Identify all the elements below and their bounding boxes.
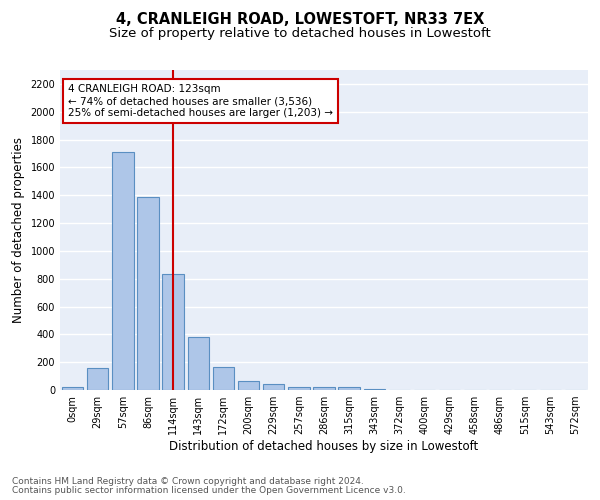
Bar [338, 386, 360, 390]
X-axis label: Distribution of detached houses by size in Lowestoft: Distribution of detached houses by size … [169, 440, 479, 453]
Text: 4, CRANLEIGH ROAD, LOWESTOFT, NR33 7EX: 4, CRANLEIGH ROAD, LOWESTOFT, NR33 7EX [116, 12, 484, 28]
Bar [313, 386, 335, 390]
Bar [188, 337, 209, 390]
Bar [364, 388, 385, 390]
Y-axis label: Number of detached properties: Number of detached properties [12, 137, 25, 323]
Bar [213, 367, 234, 390]
Bar [163, 274, 184, 390]
Bar [62, 387, 83, 390]
Bar [238, 381, 259, 390]
Bar [263, 384, 284, 390]
Bar [137, 196, 158, 390]
Text: Contains public sector information licensed under the Open Government Licence v3: Contains public sector information licen… [12, 486, 406, 495]
Text: 4 CRANLEIGH ROAD: 123sqm
← 74% of detached houses are smaller (3,536)
25% of sem: 4 CRANLEIGH ROAD: 123sqm ← 74% of detach… [68, 84, 333, 117]
Bar [288, 386, 310, 390]
Text: Contains HM Land Registry data © Crown copyright and database right 2024.: Contains HM Land Registry data © Crown c… [12, 477, 364, 486]
Bar [112, 152, 134, 390]
Bar [87, 368, 109, 390]
Text: Size of property relative to detached houses in Lowestoft: Size of property relative to detached ho… [109, 28, 491, 40]
